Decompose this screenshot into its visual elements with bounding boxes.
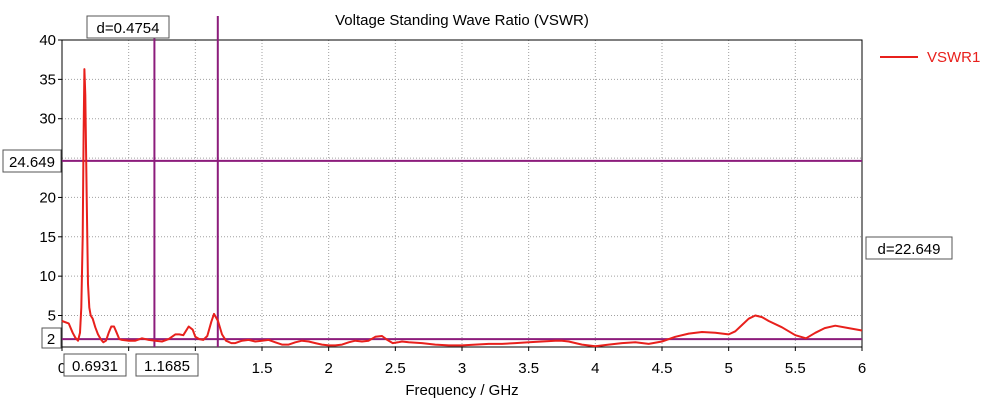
x-tick-label: 2.5 bbox=[385, 360, 406, 377]
horizontal-delta-label[interactable]: d=22.649 bbox=[878, 241, 941, 258]
chart-title: Voltage Standing Wave Ratio (VSWR) bbox=[335, 12, 589, 29]
h-marker-1-label[interactable]: 24.649 bbox=[9, 154, 55, 171]
y-tick-label: 35 bbox=[39, 71, 56, 88]
x-tick-label: 3.5 bbox=[518, 360, 539, 377]
series-line-vswr1[interactable] bbox=[61, 68, 863, 348]
y-tick-label: 15 bbox=[39, 229, 56, 246]
y-tick-label: 30 bbox=[39, 111, 56, 128]
y-tick-label: 40 bbox=[39, 32, 56, 49]
vertical-delta-label[interactable]: d=0.4754 bbox=[97, 20, 160, 37]
legend[interactable]: VSWR1 bbox=[880, 49, 980, 66]
x-tick-label: 6 bbox=[858, 360, 866, 377]
x-tick-label: 4 bbox=[591, 360, 599, 377]
legend-label-vswr1: VSWR1 bbox=[927, 49, 980, 66]
h-marker-1-label-box bbox=[2, 149, 62, 173]
x-tick-label: 3 bbox=[458, 360, 466, 377]
v-marker-2-label-box bbox=[135, 353, 199, 377]
marker-labels: d=0.4754 d=22.649 24.649 2 0.6931 1.1685 bbox=[2, 15, 953, 377]
x-tick-label: 5 bbox=[724, 360, 732, 377]
series bbox=[61, 68, 863, 348]
x-tick-label: 2 bbox=[324, 360, 332, 377]
y-tick-label: 5 bbox=[48, 308, 56, 325]
markers bbox=[62, 16, 862, 347]
v-marker-1-label-box bbox=[63, 353, 127, 377]
x-tick-label: 1.5 bbox=[252, 360, 273, 377]
x-axis-label: Frequency / GHz bbox=[405, 382, 518, 399]
x-tick-label: 4.5 bbox=[652, 360, 673, 377]
grid bbox=[62, 40, 862, 347]
vertical-delta-label-box bbox=[86, 15, 170, 39]
x-tick-label: 5.5 bbox=[785, 360, 806, 377]
x-axis-ticks: 0 1.5 2 2.5 3 3.5 4 4.5 5 5.5 6 bbox=[58, 347, 866, 377]
horizontal-delta-label-box bbox=[865, 236, 953, 260]
y-tick-label: 20 bbox=[39, 189, 56, 206]
y-axis-ticks: 510152025303540 bbox=[39, 32, 62, 348]
v-marker-1-label[interactable]: 0.6931 bbox=[72, 358, 118, 375]
x-tick-label: 0 bbox=[58, 360, 66, 377]
v-marker-2-label[interactable]: 1.1685 bbox=[144, 358, 190, 375]
h-marker-2-label[interactable]: 2 bbox=[47, 331, 55, 348]
h-marker-2-label-box bbox=[41, 327, 62, 349]
y-tick-label: 10 bbox=[39, 268, 56, 285]
